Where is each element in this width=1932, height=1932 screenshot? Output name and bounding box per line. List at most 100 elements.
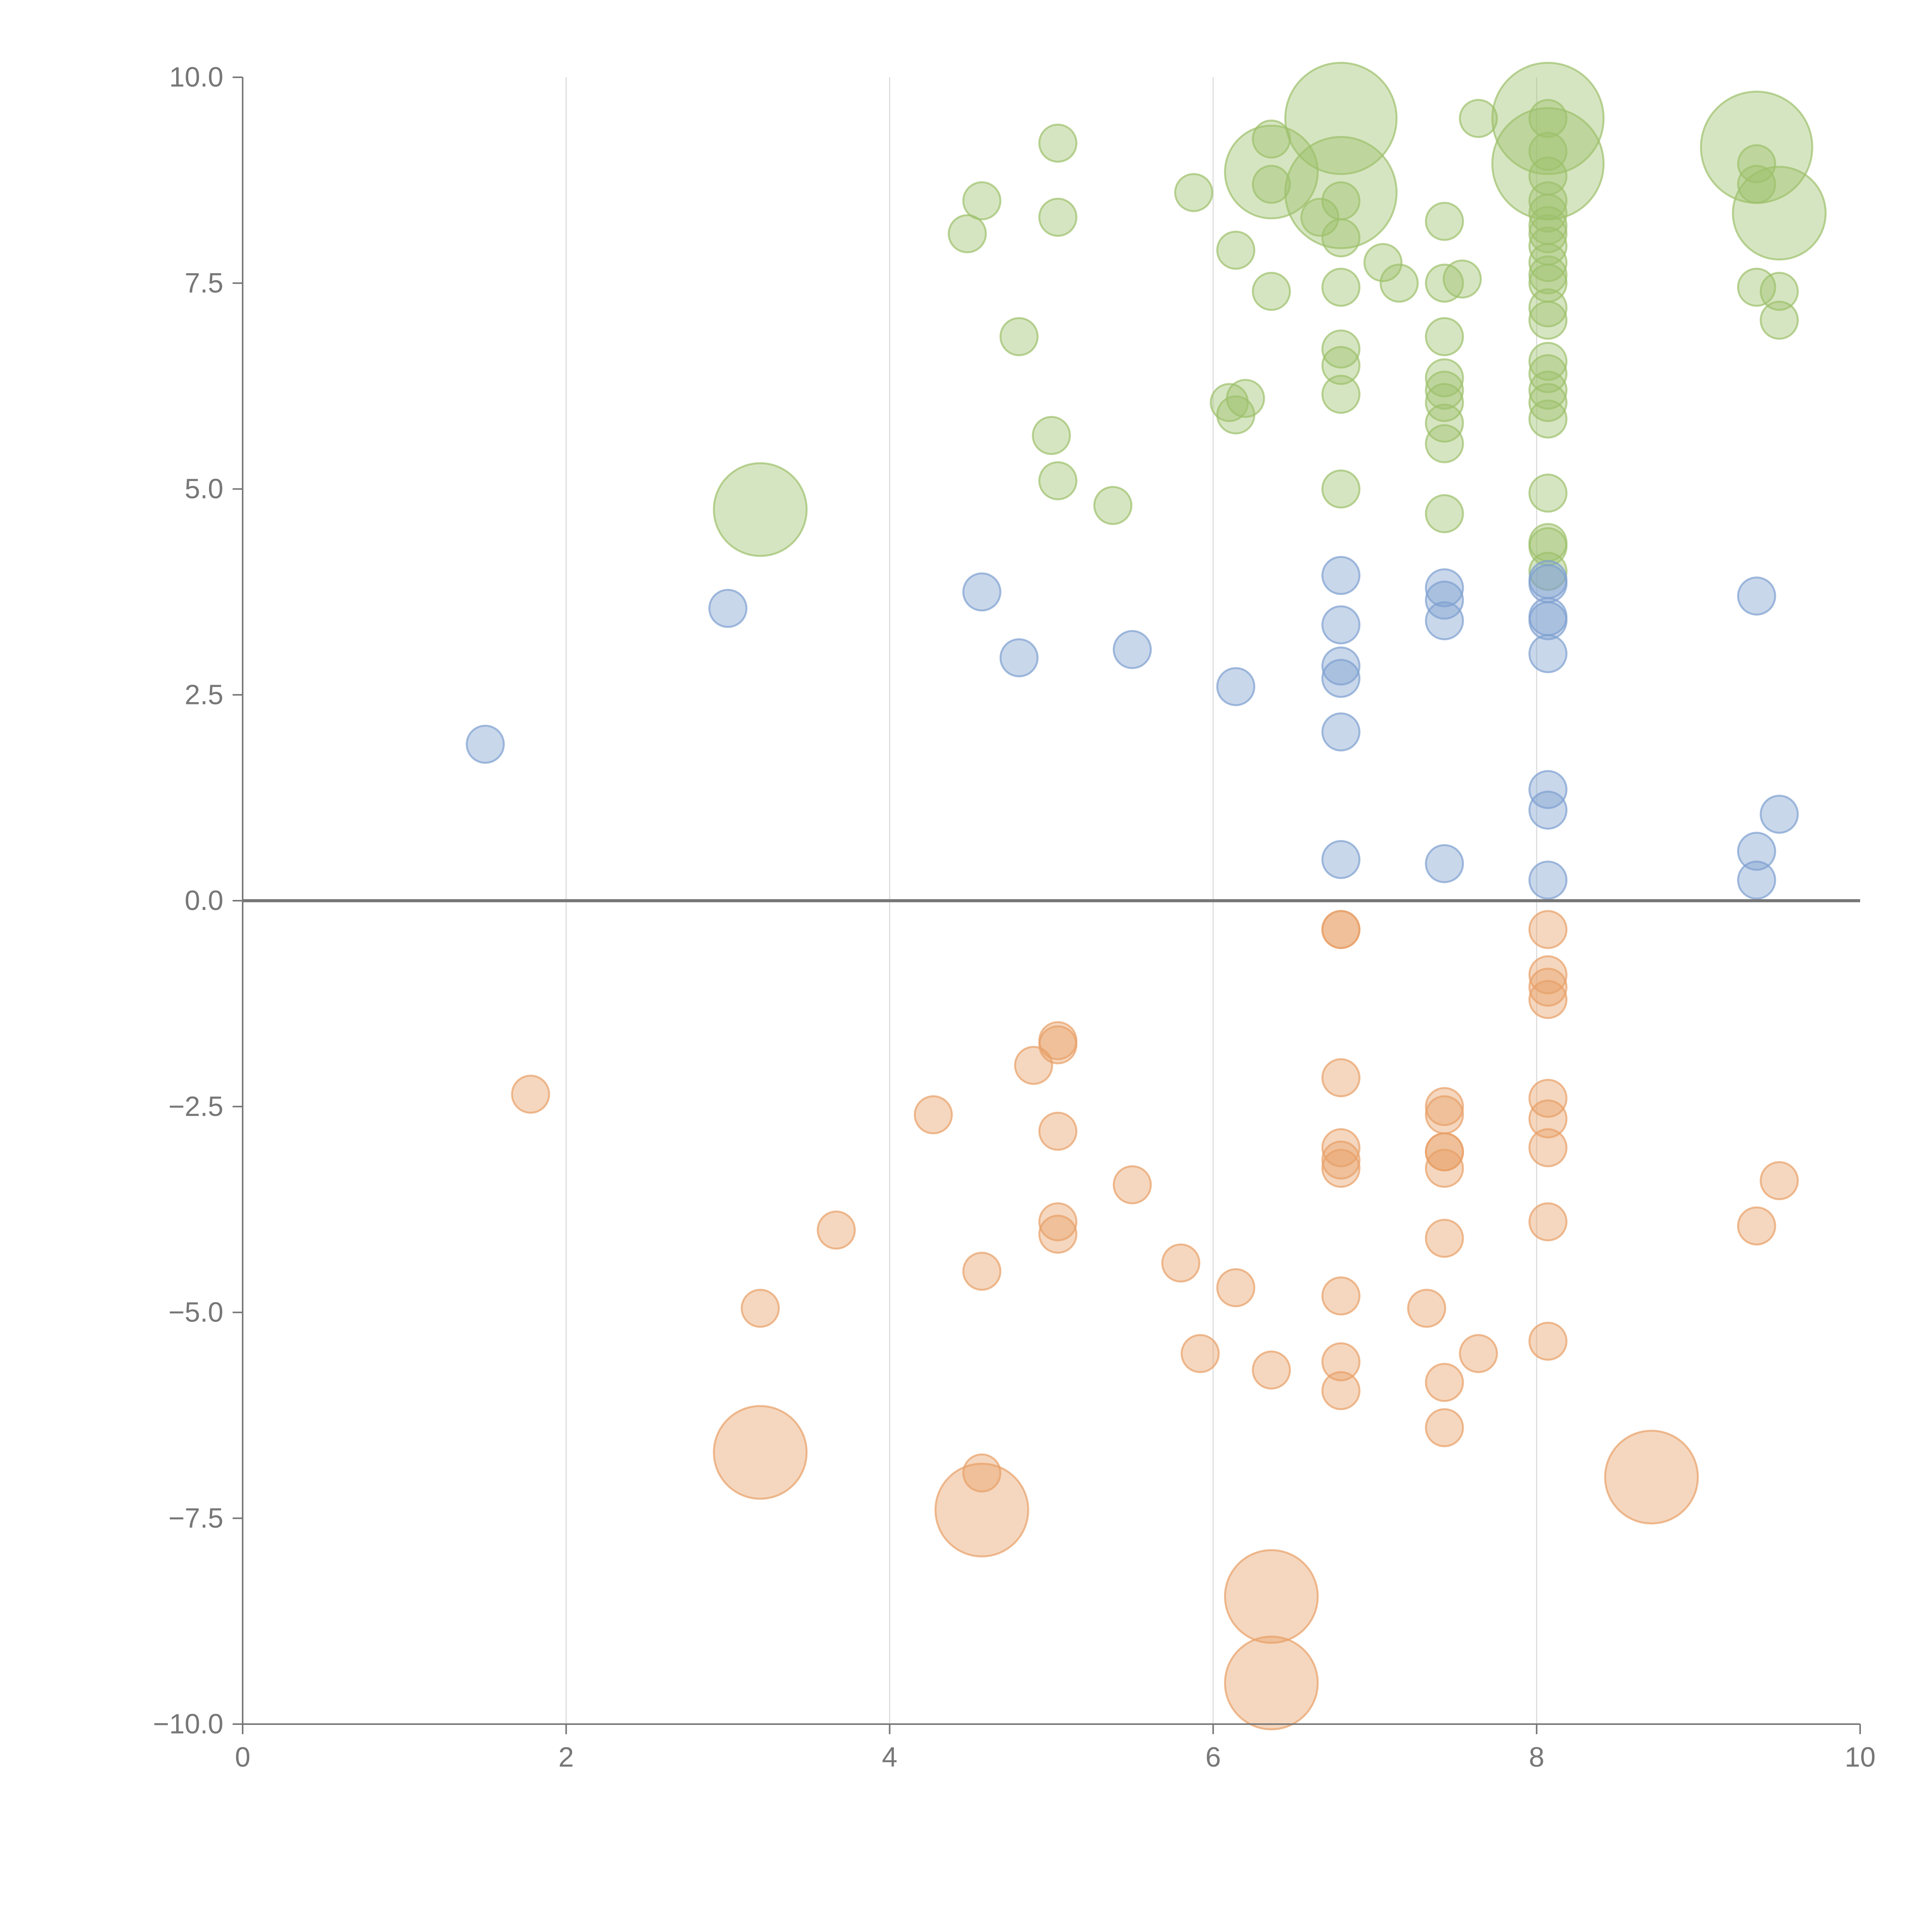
bubble-positive-high xyxy=(1528,383,1568,422)
bubble-positive-low xyxy=(1425,844,1464,883)
bubble-positive-high xyxy=(1379,264,1419,303)
bubble-positive-high xyxy=(1425,494,1464,533)
bubble-negative xyxy=(1425,1408,1464,1447)
bubble-positive-low xyxy=(1216,667,1255,706)
bubble-positive-low xyxy=(1737,577,1776,616)
bubble-negative xyxy=(962,1252,1002,1291)
bubble-positive-high xyxy=(962,181,1002,221)
bubble-negative xyxy=(1528,1128,1568,1167)
bubble-positive-low xyxy=(1737,861,1776,900)
bubble-positive-low xyxy=(1528,791,1568,830)
bubble-negative xyxy=(511,1075,550,1114)
bubble-positive-high xyxy=(1425,403,1464,443)
bubble-positive-high xyxy=(1216,395,1255,435)
bubble-negative xyxy=(1321,1128,1361,1167)
bubble-positive-high xyxy=(1321,346,1361,385)
bubble-negative xyxy=(1425,1219,1464,1258)
bubble-negative xyxy=(1425,1363,1464,1402)
bubble-positive-low xyxy=(1760,794,1799,834)
bubble-negative xyxy=(1528,1202,1568,1242)
bubble-negative xyxy=(1425,1132,1464,1172)
bubble-negative xyxy=(1321,1140,1361,1180)
bubble-positive-high xyxy=(1425,317,1464,356)
bubble-positive-high xyxy=(999,317,1039,356)
bubble-negative xyxy=(1321,1276,1361,1316)
bubble-positive-high xyxy=(1284,62,1398,175)
bubble-negative xyxy=(1252,1350,1291,1390)
bubble-positive-high xyxy=(1528,371,1568,410)
x-tick-label: 2 xyxy=(558,1742,574,1773)
bubble-negative xyxy=(1425,1095,1464,1134)
bubble-positive-high xyxy=(1093,486,1133,525)
bubble-negative xyxy=(1528,1099,1568,1139)
bubble-positive-high xyxy=(1321,374,1361,414)
bubble-positive-high xyxy=(1760,301,1799,340)
bubble-positive-low xyxy=(1425,568,1464,607)
bubble-positive-high xyxy=(1038,461,1078,500)
bubble-positive-low xyxy=(1321,840,1361,879)
bubble-positive-high xyxy=(713,462,808,557)
bubble-positive-high xyxy=(1528,301,1568,340)
bubble-negative xyxy=(741,1289,780,1328)
bubble-positive-high xyxy=(1491,62,1605,175)
bubble-positive-low xyxy=(1321,646,1361,686)
bubble-positive-high xyxy=(1425,383,1464,422)
bubble-negative xyxy=(1760,1161,1799,1201)
bubble-positive-high xyxy=(1528,99,1568,138)
bubble-negative xyxy=(1528,980,1568,1019)
bubble-positive-high xyxy=(1363,243,1403,282)
y-tick-label: 2.5 xyxy=(185,679,223,710)
x-tick-label: 10 xyxy=(1845,1742,1876,1773)
bubble-positive-high xyxy=(1174,173,1213,212)
bubble-negative xyxy=(1321,1371,1361,1410)
bubble-positive-high xyxy=(1284,136,1398,249)
bubble-positive-low xyxy=(1737,832,1776,871)
bubble-positive-high xyxy=(1528,194,1568,233)
bubble-negative xyxy=(913,1095,953,1134)
bubble-negative xyxy=(1425,1149,1464,1188)
bubble-positive-low xyxy=(1112,630,1152,669)
bubble-negative xyxy=(1112,1165,1152,1204)
bubble-positive-high xyxy=(1321,469,1361,509)
y-tick-label: −10.0 xyxy=(153,1709,223,1740)
bubble-negative xyxy=(934,1463,1029,1558)
bubble-positive-low xyxy=(708,588,748,628)
bubble-negative xyxy=(1321,910,1361,949)
bubble-positive-low xyxy=(1528,861,1568,900)
bubble-negative xyxy=(1321,1342,1361,1381)
y-tick-label: 10.0 xyxy=(169,62,223,93)
bubble-positive-low xyxy=(1425,580,1464,620)
bubble-positive-low xyxy=(1321,659,1361,698)
bubble-negative xyxy=(1161,1243,1201,1283)
bubble-positive-high xyxy=(1425,424,1464,463)
bubble-positive-high xyxy=(1209,383,1249,422)
bubble-positive-high xyxy=(1737,144,1776,184)
bubble-negative xyxy=(1407,1289,1446,1328)
bubble-positive-high xyxy=(1252,272,1291,311)
bubble-positive-low xyxy=(1528,601,1568,640)
bubble-positive-high xyxy=(1252,165,1291,204)
bubble-positive-low xyxy=(1321,605,1361,645)
bubble-positive-high xyxy=(1038,123,1078,163)
bubble-negative xyxy=(1038,1202,1078,1242)
bubble-positive-high xyxy=(1321,218,1361,258)
bubble-negative xyxy=(1528,1321,1568,1361)
bubble-positive-high xyxy=(1528,214,1568,253)
bubble-negative xyxy=(1321,1149,1361,1188)
bubble-negative xyxy=(1528,968,1568,1007)
bubble-positive-high xyxy=(1528,354,1568,393)
bubble-positive-high xyxy=(1321,267,1361,307)
bubble-negative xyxy=(1321,1058,1361,1097)
bubble-negative xyxy=(1459,1334,1498,1373)
y-tick-label: −5.0 xyxy=(168,1297,223,1328)
bubble-positive-high xyxy=(1528,243,1568,282)
y-tick-label: 7.5 xyxy=(185,268,223,299)
bubble-positive-low xyxy=(1321,556,1361,595)
x-tick-label: 8 xyxy=(1529,1742,1544,1773)
bubble-positive-high xyxy=(1528,473,1568,513)
bubble-positive-high xyxy=(1737,165,1776,204)
bubble-positive-low xyxy=(1528,634,1568,673)
bubble-positive-high xyxy=(1528,342,1568,381)
bubble-positive-high xyxy=(1300,197,1340,237)
x-tick-label: 0 xyxy=(235,1742,250,1773)
